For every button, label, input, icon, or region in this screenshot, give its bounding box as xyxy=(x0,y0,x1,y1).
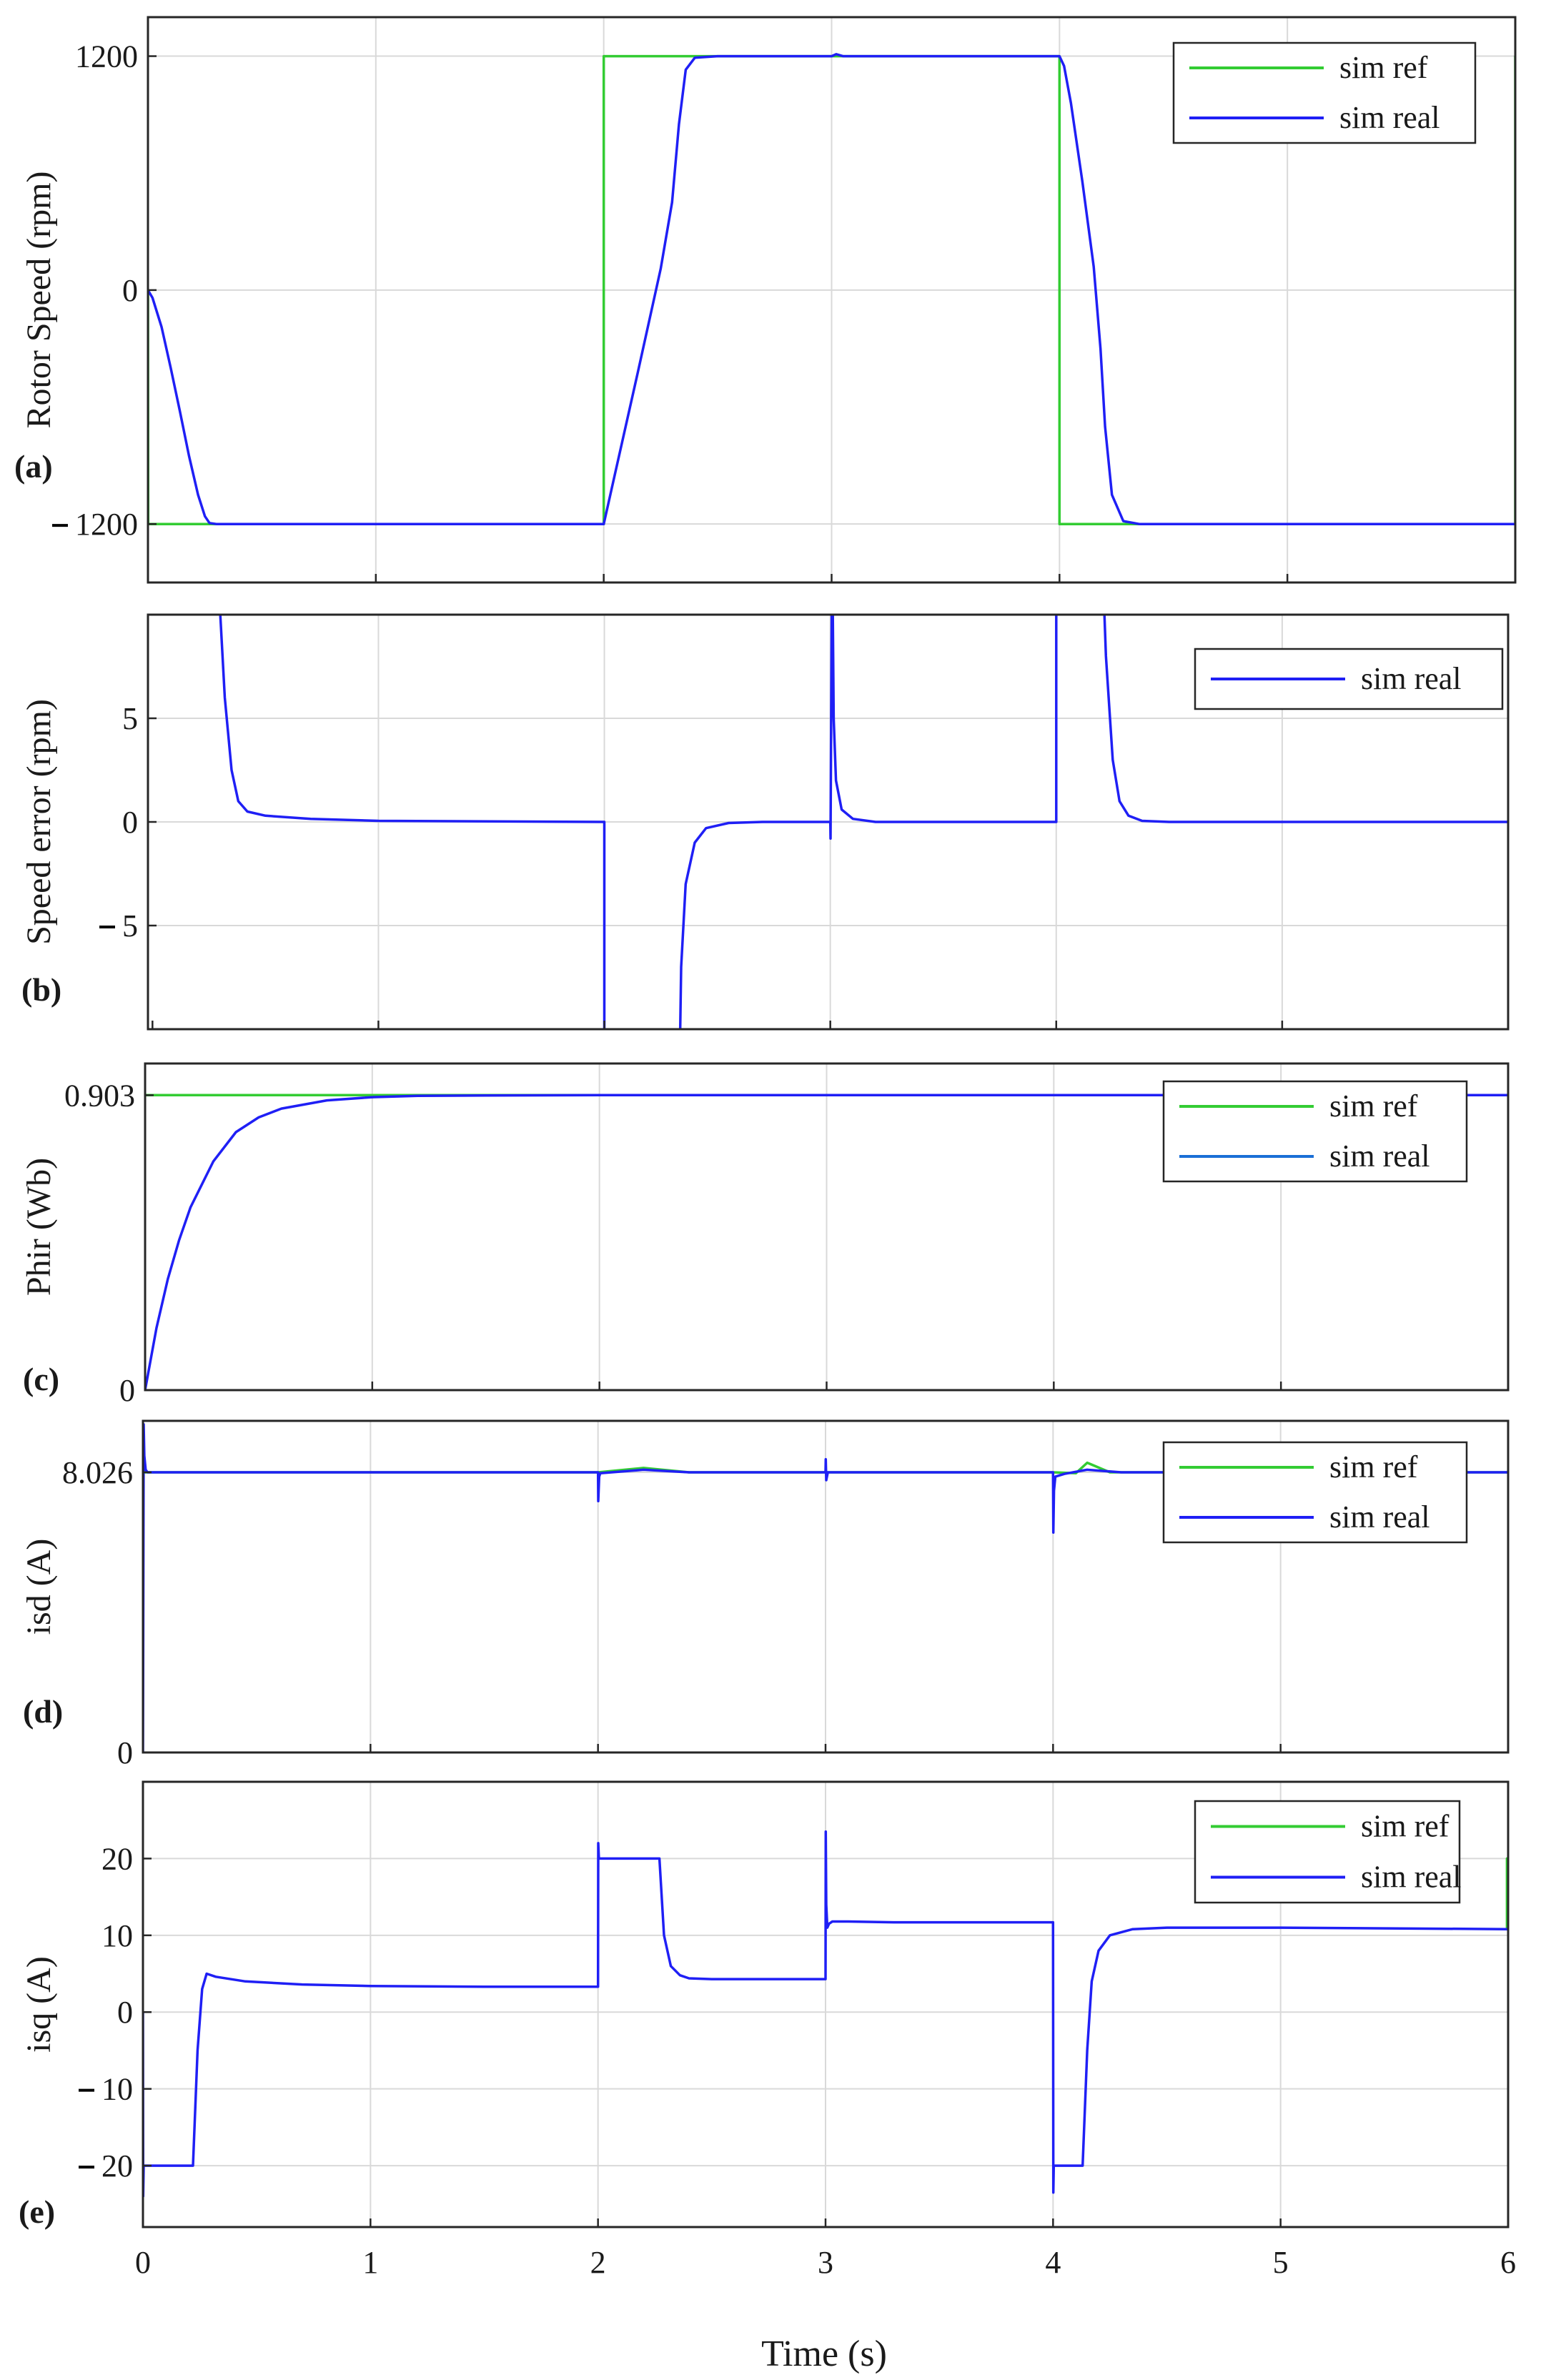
x-tick-label: 4 xyxy=(1045,2245,1061,2280)
y-tick-label: 10 xyxy=(101,1918,133,1953)
panel-tag: (c) xyxy=(23,1361,59,1397)
x-tick-label: 5 xyxy=(1273,2245,1289,2280)
legend-label: sim real xyxy=(1361,1860,1462,1895)
y-tick-label: 0 xyxy=(122,805,138,840)
legend-label: sim real xyxy=(1339,100,1440,135)
series-line-sim-real xyxy=(148,53,1515,525)
x-tick-label: 3 xyxy=(818,2245,833,2280)
panel-tag: (e) xyxy=(19,2193,55,2230)
legend-label: sim ref xyxy=(1329,1089,1418,1124)
x-tick-label: 0 xyxy=(135,2245,151,2280)
panel-b: 5 0 5 Speed error (rpm) (b) sim real xyxy=(20,613,1510,1031)
panel-e: 20 10 0 10 20 isq (A) (e) sim ref sim real 0 1 2 3 4 5… xyxy=(19,1780,1516,2280)
panel-tag: (a) xyxy=(14,448,53,485)
legend-label: sim ref xyxy=(1339,50,1428,85)
legend: sim real xyxy=(1194,648,1504,710)
legend-label: sim real xyxy=(1329,1499,1430,1534)
panel-c: 0 0.903 Phir (Wb) (c) sim ref sim real xyxy=(20,1062,1510,1408)
y-tick-label: 20 xyxy=(101,1841,133,1876)
y-axis-title: Speed error (rpm) xyxy=(20,699,58,945)
legend-label: sim ref xyxy=(1361,1809,1450,1844)
y-tick-label: 0 xyxy=(117,1735,133,1770)
y-tick-label: 0 xyxy=(117,1995,133,2030)
series-line-sim-real xyxy=(219,615,1508,1029)
x-tick-label: 6 xyxy=(1500,2245,1516,2280)
x-tick-label: 2 xyxy=(590,2245,606,2280)
y-tick-label: 8.026 xyxy=(62,1455,133,1490)
legend: sim ref sim real xyxy=(1194,1800,1462,1904)
legend: sim ref sim real xyxy=(1162,1441,1468,1544)
y-tick-label: 1200 xyxy=(75,507,138,542)
legend: sim ref sim real xyxy=(1172,41,1477,144)
y-tick-label: 5 xyxy=(122,701,138,736)
panel-tag: (d) xyxy=(23,1693,63,1730)
legend-label: sim real xyxy=(1361,661,1462,696)
y-axis-title: isq (A) xyxy=(20,1956,58,2053)
y-tick-label: 0.903 xyxy=(64,1078,135,1113)
legend-label: sim real xyxy=(1329,1139,1430,1174)
series-line-sim-real xyxy=(145,1094,1508,1390)
panel-tag: (b) xyxy=(21,971,61,1008)
x-tick-label: 1 xyxy=(362,2245,378,2280)
legend: sim ref sim real xyxy=(1162,1080,1468,1183)
y-axis-title: Phir (Wb) xyxy=(20,1158,58,1296)
series-line-sim-real xyxy=(143,1830,1508,2198)
x-axis-title: Time (s) xyxy=(761,2334,887,2374)
legend-label: sim ref xyxy=(1329,1449,1418,1484)
y-tick-label: 5 xyxy=(122,908,138,943)
y-tick-label: 0 xyxy=(119,1373,135,1408)
panel-d: 0 8.026 isd (A) (d) sim ref sim real xyxy=(20,1419,1510,1770)
y-tick-label: 20 xyxy=(101,2148,133,2183)
y-tick-label: 0 xyxy=(122,273,138,308)
y-tick-label: 10 xyxy=(101,2072,133,2107)
y-tick-label: 1200 xyxy=(75,39,138,74)
y-axis-title: isd (A) xyxy=(20,1539,58,1635)
y-axis-title: Rotor Speed (rpm) xyxy=(20,172,58,429)
